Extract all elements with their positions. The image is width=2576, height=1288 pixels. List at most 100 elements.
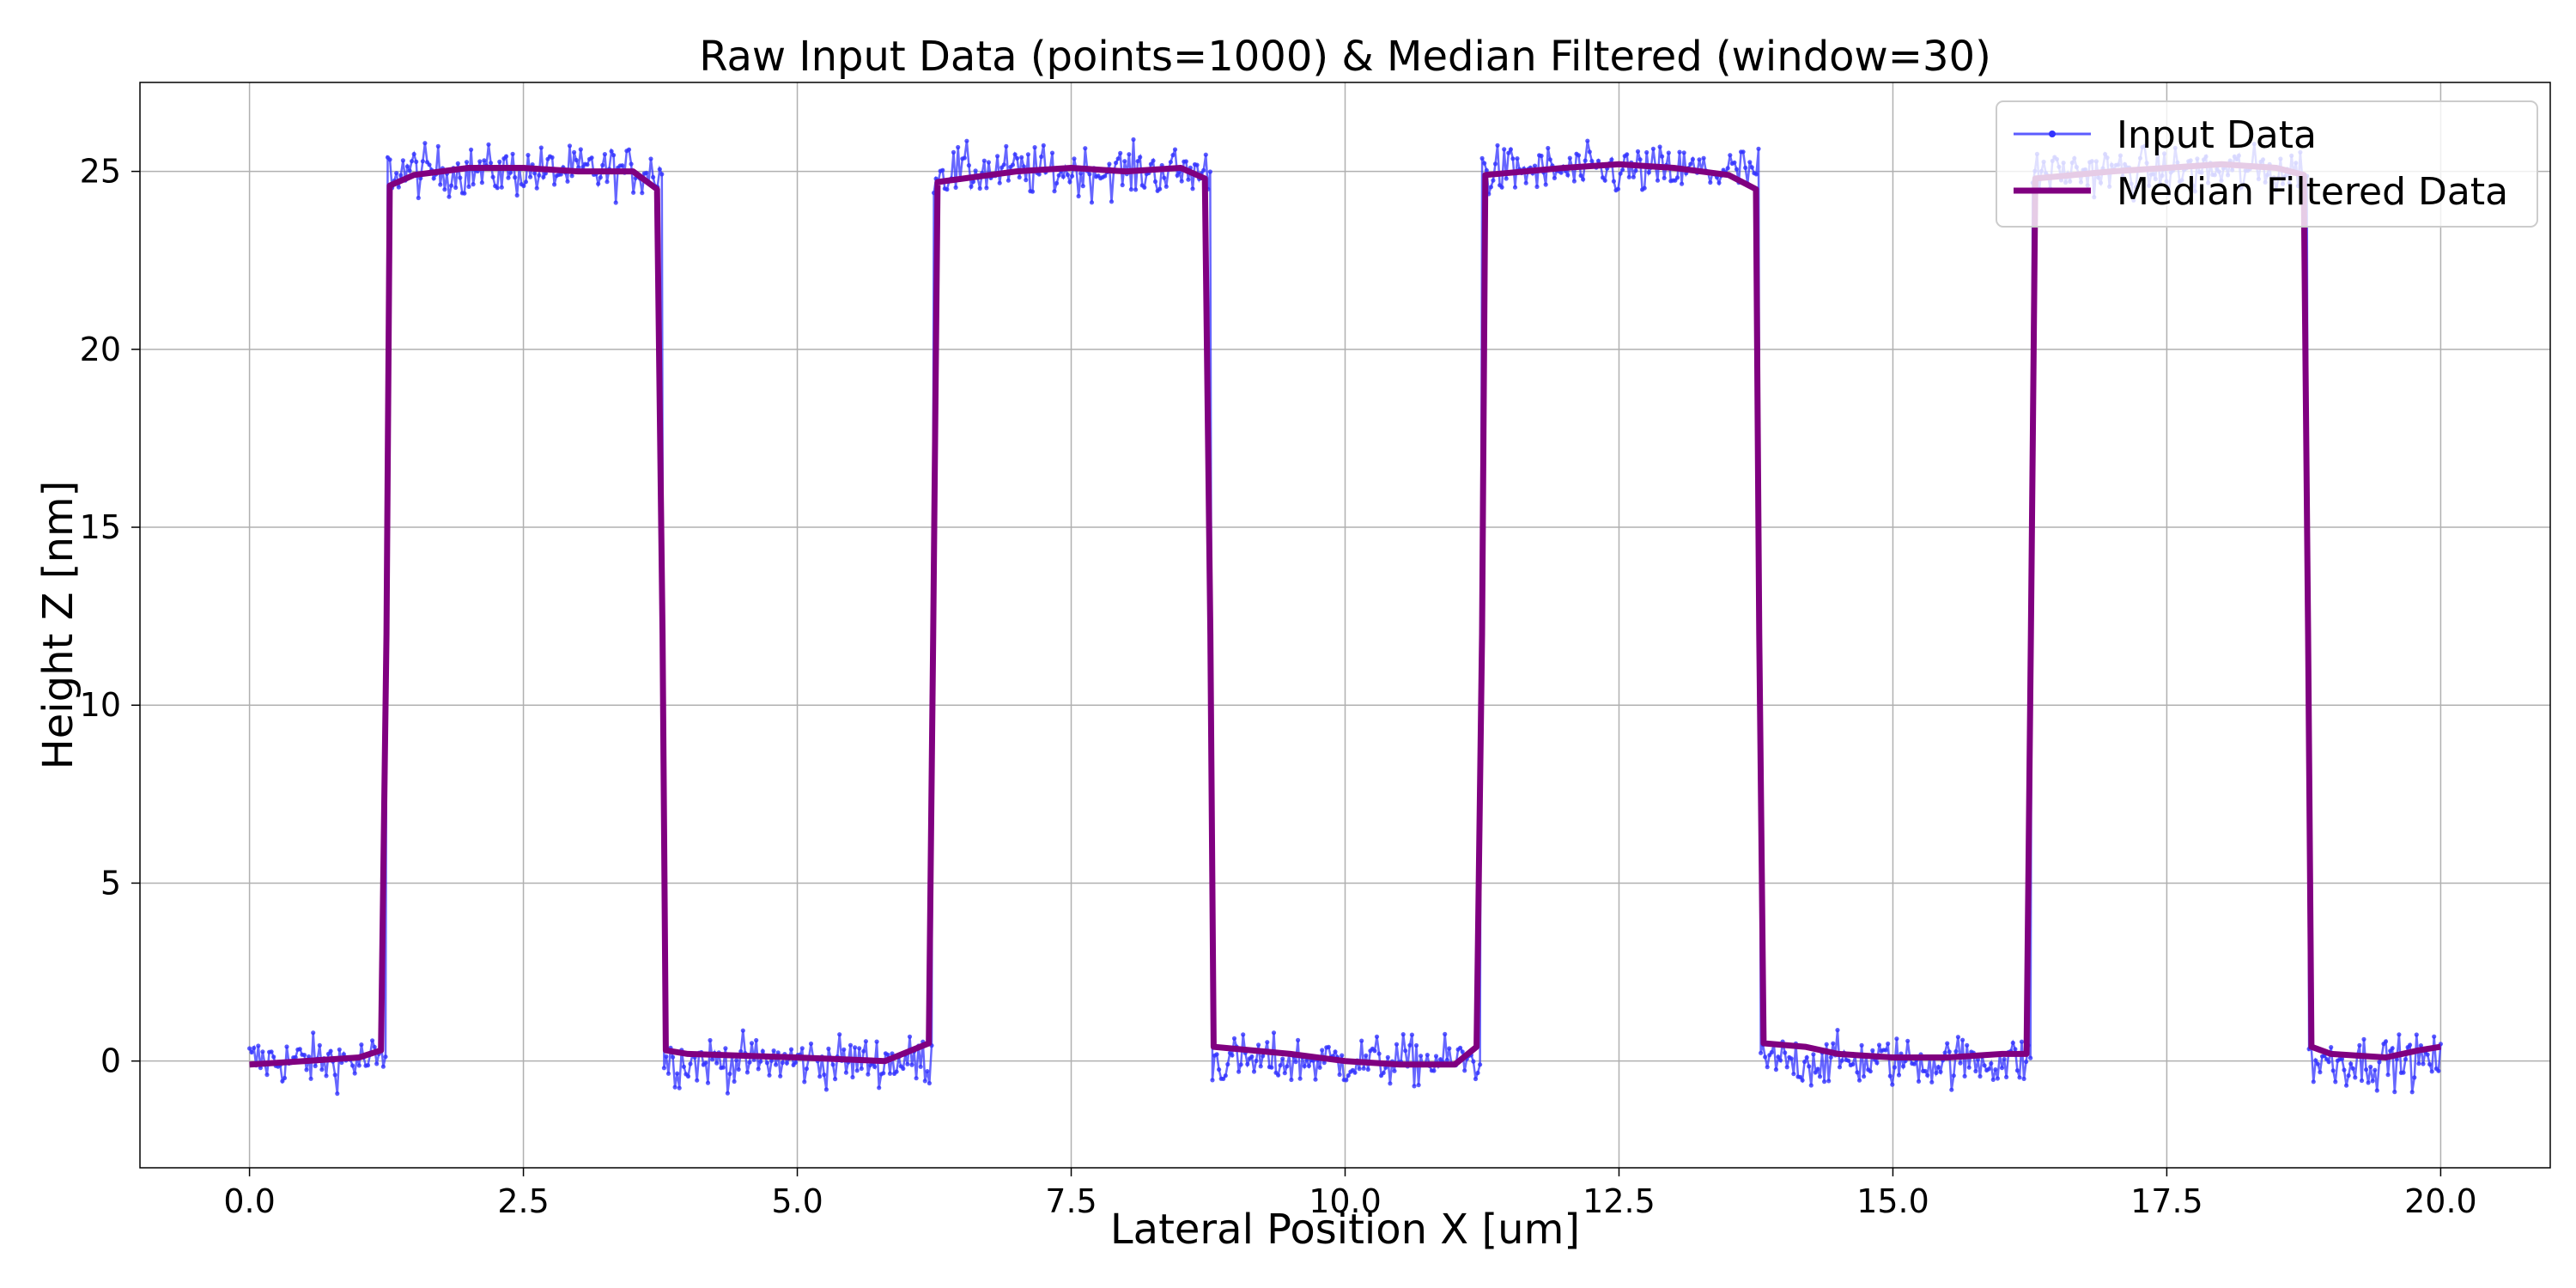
data-point: [1789, 1056, 1794, 1061]
data-point: [695, 1078, 700, 1083]
data-point: [1874, 1060, 1880, 1066]
data-point: [1499, 185, 1504, 190]
data-point: [1855, 1070, 1860, 1075]
data-point: [356, 1063, 361, 1068]
data-point: [1870, 1048, 1875, 1053]
data-point: [817, 1074, 823, 1079]
chart-title: Raw Input Data (points=1000) & Median Fi…: [699, 33, 1991, 81]
data-point: [927, 1080, 932, 1086]
data-point: [1484, 167, 1489, 173]
data-point: [2002, 1056, 2007, 1062]
data-point: [464, 160, 470, 165]
data-point: [1491, 178, 1496, 183]
data-point: [1157, 186, 1163, 191]
data-point: [1773, 1067, 1778, 1072]
data-point: [1813, 1070, 1818, 1075]
data-point: [877, 1085, 882, 1091]
data-point: [2357, 1042, 2362, 1048]
x-tick-label: 7.5: [1045, 1182, 1097, 1220]
data-point: [2429, 1069, 2434, 1074]
data-point: [1732, 160, 1737, 165]
data-point: [727, 1072, 732, 1077]
data-point: [1951, 1073, 1956, 1078]
data-point: [1973, 1068, 1978, 1074]
data-point: [1657, 144, 1662, 149]
data-point: [271, 1054, 276, 1060]
data-point: [537, 173, 542, 178]
data-point: [1506, 150, 1511, 155]
data-point: [784, 1060, 790, 1066]
data-point: [1743, 165, 1748, 170]
data-point: [1394, 1042, 1400, 1047]
data-point: [2414, 1032, 2419, 1037]
data-point: [380, 1064, 386, 1069]
data-point: [1115, 156, 1121, 161]
data-point: [1010, 162, 1016, 167]
data-point: [1015, 155, 1020, 161]
data-point: [725, 1091, 731, 1096]
data-point: [1152, 179, 1158, 185]
data-point: [256, 1043, 261, 1048]
data-point: [823, 1087, 829, 1092]
data-point: [341, 1052, 346, 1057]
data-point: [1896, 1072, 1902, 1078]
data-point: [282, 1075, 288, 1081]
data-point: [1911, 1061, 1917, 1066]
data-point: [648, 156, 653, 161]
data-point: [1876, 1042, 1882, 1048]
data-point: [1765, 1065, 1770, 1070]
data-point: [1587, 149, 1592, 155]
data-point: [1460, 1049, 1465, 1054]
data-point: [1078, 171, 1084, 176]
data-point: [1655, 178, 1661, 183]
data-point: [1826, 1078, 1832, 1084]
data-point: [2344, 1083, 2349, 1088]
data-point: [1032, 145, 1037, 150]
data-point: [1539, 153, 1544, 159]
data-point: [885, 1052, 890, 1057]
data-point: [1374, 1034, 1380, 1039]
data-point: [313, 1063, 318, 1069]
data-point: [1546, 145, 1551, 151]
data-point: [458, 175, 463, 180]
data-point: [2313, 1058, 2318, 1063]
data-point: [685, 1073, 691, 1079]
data-point: [747, 1060, 752, 1065]
data-point: [1543, 182, 1548, 187]
x-axis-label: Lateral Position X [um]: [1110, 1206, 1580, 1254]
data-point: [489, 161, 494, 166]
data-point: [1392, 1068, 1397, 1073]
data-point: [1201, 167, 1206, 173]
data-point: [578, 147, 583, 152]
data-point: [414, 159, 419, 164]
data-point: [1688, 161, 1693, 167]
data-point: [387, 157, 392, 162]
x-tick-label: 2.5: [497, 1182, 549, 1220]
data-point: [1791, 1072, 1796, 1077]
data-point: [370, 1038, 375, 1043]
data-point: [466, 184, 471, 189]
y-tick-label: 20: [80, 331, 121, 368]
data-point: [1069, 173, 1075, 179]
data-point: [269, 1049, 274, 1054]
data-point: [2412, 1075, 2417, 1080]
data-point: [1471, 1059, 1476, 1064]
data-point: [602, 152, 608, 157]
data-point: [1502, 147, 1507, 152]
data-point: [1822, 1079, 1827, 1084]
data-point: [1249, 1054, 1255, 1060]
data-point: [431, 176, 436, 181]
data-point: [956, 144, 961, 150]
data-point: [2408, 1042, 2413, 1048]
data-point: [969, 184, 974, 189]
data-point: [1923, 1068, 1928, 1073]
data-point: [1297, 1076, 1303, 1081]
data-point: [1571, 179, 1577, 184]
data-point: [863, 1039, 869, 1044]
data-point: [2318, 1070, 2323, 1075]
data-point: [905, 1061, 910, 1066]
data-point: [605, 179, 610, 185]
data-point: [986, 160, 991, 165]
data-point: [953, 185, 958, 190]
data-point: [1025, 152, 1030, 157]
